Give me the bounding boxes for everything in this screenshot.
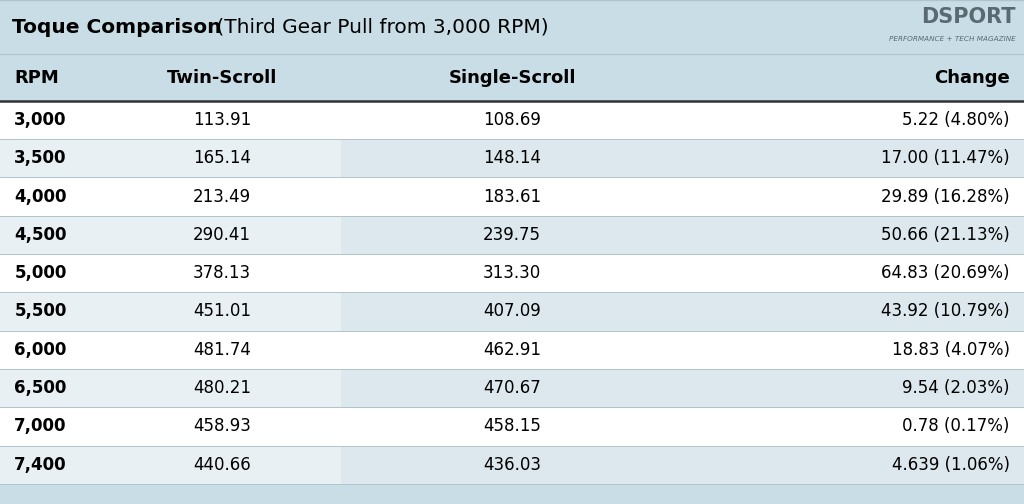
Text: 50.66 (21.13%): 50.66 (21.13%) [881,226,1010,244]
Text: Twin-Scroll: Twin-Scroll [167,69,278,87]
Bar [0,54,102,101]
Bar [102,407,341,446]
Text: (Third Gear Pull from 3,000 RPM): (Third Gear Pull from 3,000 RPM) [210,18,549,37]
Bar [683,331,1024,369]
Bar [0,292,102,331]
Text: 481.74: 481.74 [193,341,251,359]
Text: Change: Change [934,69,1010,87]
Bar [683,292,1024,331]
Text: RPM: RPM [14,69,59,87]
Text: 9.54 (2.03%): 9.54 (2.03%) [902,379,1010,397]
Bar [102,177,341,216]
Bar [683,54,1024,101]
Bar [683,101,1024,139]
Text: 43.92 (10.79%): 43.92 (10.79%) [881,302,1010,321]
Bar [0,139,102,177]
Bar [0,407,102,446]
Bar [0,446,102,484]
Bar [683,177,1024,216]
Bar [683,216,1024,254]
Bar [341,254,683,292]
Text: 29.89 (16.28%): 29.89 (16.28%) [881,187,1010,206]
Text: 17.00 (11.47%): 17.00 (11.47%) [881,149,1010,167]
Text: 4.639 (1.06%): 4.639 (1.06%) [892,456,1010,474]
Bar [102,446,341,484]
Text: 213.49: 213.49 [193,187,251,206]
Text: 0.78 (0.17%): 0.78 (0.17%) [902,417,1010,435]
Bar [341,331,683,369]
Text: 5,500: 5,500 [14,302,67,321]
Text: 290.41: 290.41 [193,226,251,244]
Bar [0,254,102,292]
Text: 440.66: 440.66 [193,456,251,474]
Bar [341,216,683,254]
Text: 113.91: 113.91 [193,111,251,129]
Bar [683,369,1024,407]
Text: 436.03: 436.03 [483,456,541,474]
Text: 451.01: 451.01 [193,302,251,321]
Bar [102,101,341,139]
Bar [341,446,683,484]
Bar [0,484,1024,504]
Bar [102,331,341,369]
Text: 6,000: 6,000 [14,341,67,359]
Bar [341,369,683,407]
Text: 7,400: 7,400 [14,456,67,474]
Bar [683,254,1024,292]
Text: 108.69: 108.69 [483,111,541,129]
Text: 18.83 (4.07%): 18.83 (4.07%) [892,341,1010,359]
Text: PERFORMANCE + TECH MAGAZINE: PERFORMANCE + TECH MAGAZINE [889,36,1016,42]
Text: 462.91: 462.91 [483,341,541,359]
Text: 165.14: 165.14 [193,149,251,167]
Bar [102,254,341,292]
Text: 3,500: 3,500 [14,149,67,167]
Bar [0,369,102,407]
Bar [341,407,683,446]
Bar [341,139,683,177]
Text: 407.09: 407.09 [483,302,541,321]
Text: 470.67: 470.67 [483,379,541,397]
Text: DSPORT: DSPORT [922,8,1016,27]
Text: 4,500: 4,500 [14,226,67,244]
Bar [102,139,341,177]
Text: 5.22 (4.80%): 5.22 (4.80%) [902,111,1010,129]
Bar [0,216,102,254]
Text: 148.14: 148.14 [483,149,541,167]
Text: 7,000: 7,000 [14,417,67,435]
Bar [102,369,341,407]
Bar [102,216,341,254]
Bar [341,54,683,101]
Text: 378.13: 378.13 [193,264,251,282]
Bar [683,446,1024,484]
Bar [102,292,341,331]
Text: 6,500: 6,500 [14,379,67,397]
Bar [102,54,341,101]
Text: Single-Scroll: Single-Scroll [449,69,575,87]
Text: 458.93: 458.93 [193,417,251,435]
Bar [683,407,1024,446]
Text: 5,000: 5,000 [14,264,67,282]
Text: 480.21: 480.21 [193,379,251,397]
Bar [0,331,102,369]
Text: 3,000: 3,000 [14,111,67,129]
Text: 4,000: 4,000 [14,187,67,206]
Text: 239.75: 239.75 [483,226,541,244]
Bar [341,177,683,216]
Text: 313.30: 313.30 [483,264,541,282]
Text: 458.15: 458.15 [483,417,541,435]
Text: 64.83 (20.69%): 64.83 (20.69%) [882,264,1010,282]
Bar [341,292,683,331]
Text: Toque Comparison: Toque Comparison [12,18,222,37]
Text: 183.61: 183.61 [483,187,541,206]
Bar [341,101,683,139]
Bar [0,0,1024,54]
Bar [0,101,102,139]
Bar [0,177,102,216]
Bar [683,139,1024,177]
